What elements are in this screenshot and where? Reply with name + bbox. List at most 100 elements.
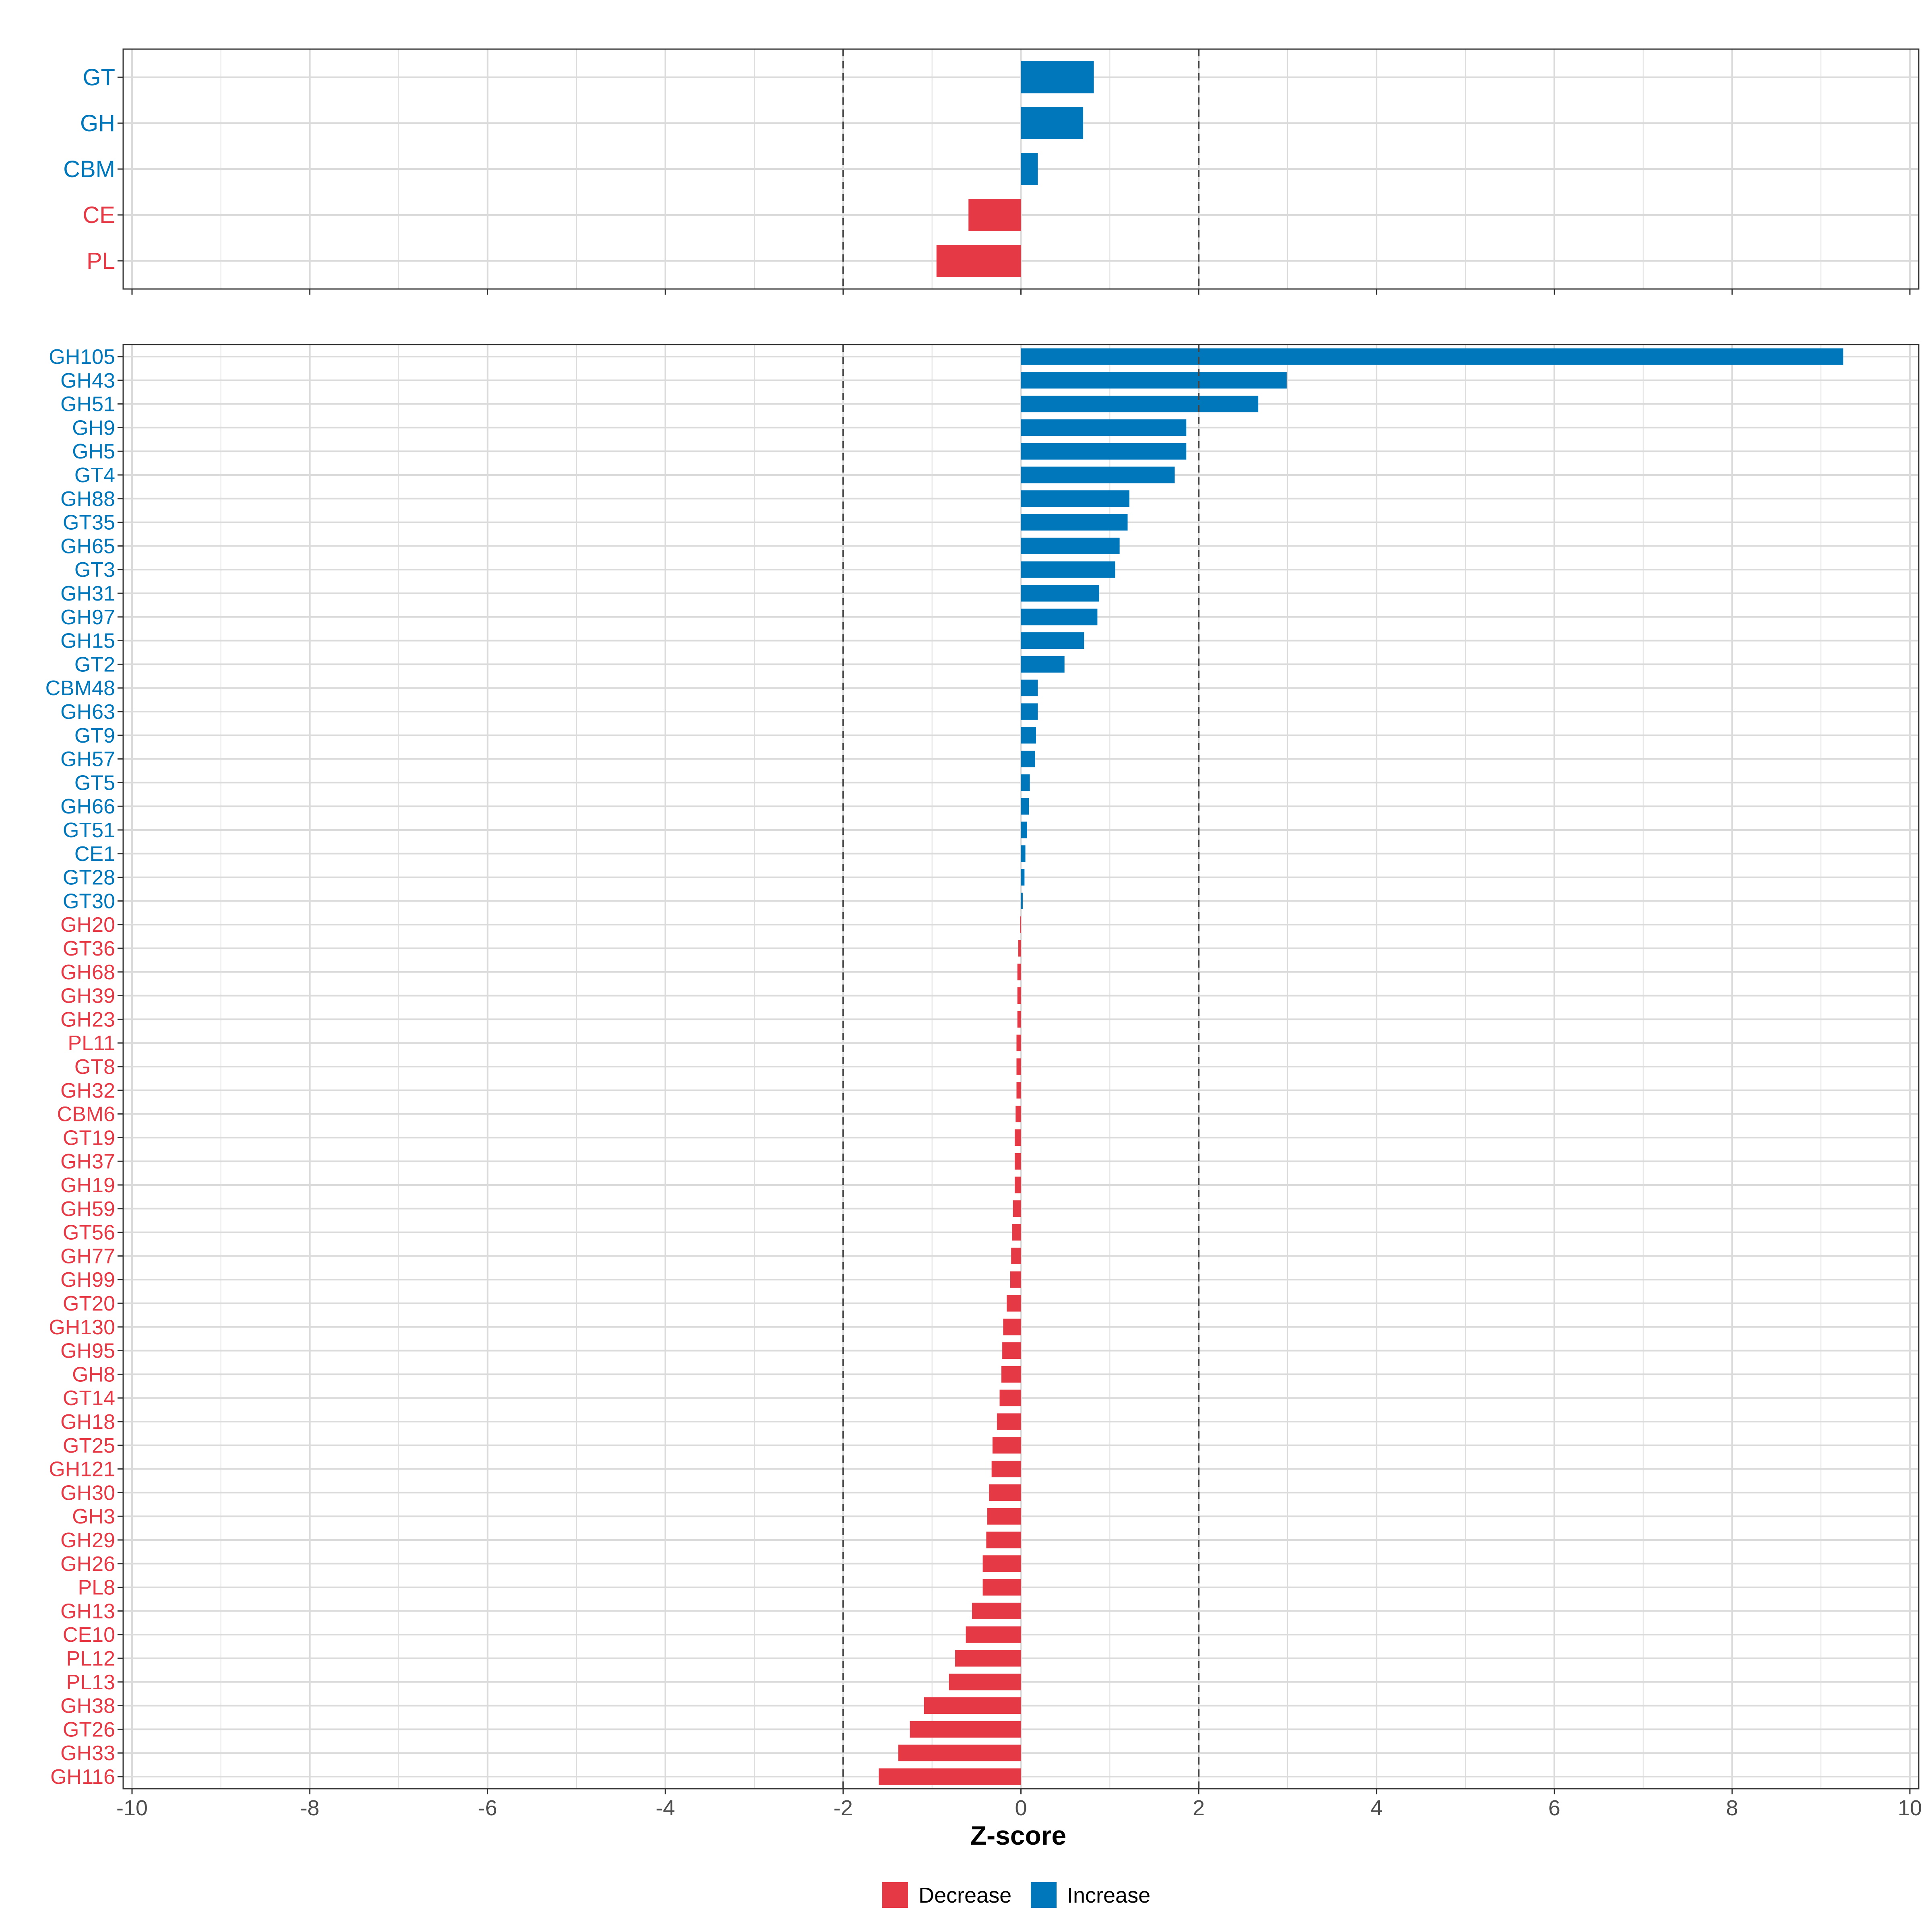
y-tick-label: GT8 <box>74 1055 115 1079</box>
bar-PL13 <box>949 1674 1021 1690</box>
y-tick-label: GH37 <box>60 1150 115 1173</box>
bar-GH59 <box>1013 1200 1021 1217</box>
y-tick-label: PL <box>87 248 115 274</box>
legend-swatch-increase <box>1031 1882 1057 1908</box>
y-tick-label: GH77 <box>60 1245 115 1268</box>
y-tick-label: GH121 <box>49 1458 115 1481</box>
y-tick-label: CBM6 <box>57 1103 115 1126</box>
bar-GT56 <box>1012 1224 1021 1241</box>
y-tick-label: CE1 <box>74 842 115 866</box>
x-tick-label: -2 <box>834 1796 853 1820</box>
y-tick-label: GT28 <box>63 866 115 890</box>
y-tick-label: GH <box>80 110 115 136</box>
bar-GH8 <box>1001 1366 1021 1383</box>
y-tick-label: GT <box>83 64 115 91</box>
bar-GH65 <box>1021 537 1120 554</box>
y-tick-label: GH116 <box>50 1765 115 1789</box>
legend-label-increase: Increase <box>1067 1883 1150 1907</box>
y-tick-label: CBM <box>63 156 115 182</box>
bar-CE10 <box>966 1626 1021 1643</box>
bar-GH23 <box>1017 1011 1021 1028</box>
bar-GT20 <box>1007 1295 1021 1312</box>
y-tick-label: GH88 <box>60 487 115 511</box>
y-tick-label: GH15 <box>60 630 115 653</box>
y-tick-label: GT2 <box>74 653 115 676</box>
y-tick-label: GH26 <box>60 1552 115 1576</box>
y-tick-label: GH8 <box>72 1363 115 1386</box>
bar-GT9 <box>1021 727 1036 744</box>
bar-GH116 <box>879 1768 1021 1785</box>
bar-GH15 <box>1021 632 1084 649</box>
bar-PL <box>936 245 1021 277</box>
y-tick-label: GT35 <box>63 511 115 535</box>
x-tick-label: -4 <box>656 1796 675 1820</box>
bar-GT3 <box>1021 561 1115 578</box>
y-tick-label: GT25 <box>63 1434 115 1457</box>
bar-GH51 <box>1021 396 1259 413</box>
legend-label-decrease: Decrease <box>919 1883 1011 1907</box>
bar-GT <box>1021 61 1094 93</box>
bar-GT14 <box>999 1389 1021 1406</box>
y-tick-label: GT5 <box>74 771 115 795</box>
x-axis-label: Z-score <box>970 1821 1066 1850</box>
bar-GH39 <box>1017 987 1021 1004</box>
y-tick-label: GH9 <box>72 416 115 440</box>
bar-GH121 <box>991 1461 1021 1478</box>
bar-GT5 <box>1021 774 1030 791</box>
bar-GH19 <box>1015 1177 1021 1193</box>
bar-PL11 <box>1016 1034 1021 1051</box>
x-axis: -10 -8 -6 -4 -2 0 2 4 6 8 10 <box>116 1789 1922 1820</box>
bar-GH63 <box>1021 703 1038 720</box>
bar-GT36 <box>1018 940 1021 957</box>
y-tick-label: GH99 <box>60 1268 115 1292</box>
y-tick-label: GT14 <box>63 1387 115 1410</box>
x-tick-label: 4 <box>1371 1796 1383 1820</box>
y-tick-label: GH68 <box>60 961 115 984</box>
bar-GH66 <box>1021 798 1029 815</box>
bar-GT35 <box>1021 514 1128 531</box>
bar-GH30 <box>989 1484 1021 1501</box>
top-panel: GT GH CBM CE PL <box>63 48 1920 295</box>
bar-GH99 <box>1010 1271 1021 1288</box>
bar-GH20 <box>1020 916 1021 933</box>
bar-CBM <box>1021 153 1038 185</box>
y-tick-label: GH38 <box>60 1695 115 1718</box>
bar-GT26 <box>910 1721 1021 1738</box>
bar-GT25 <box>992 1437 1021 1454</box>
bottom-panel: GH105GH43GH51GH9GH5GT4GH88GT35GH65GT3GH3… <box>45 344 1920 1790</box>
y-tick-label: GH18 <box>60 1410 115 1434</box>
bar-GT51 <box>1021 822 1027 838</box>
y-tick-label: GT19 <box>63 1126 115 1150</box>
bar-CE1 <box>1021 845 1026 862</box>
y-tick-label: GT36 <box>63 937 115 960</box>
bar-GH18 <box>997 1413 1021 1430</box>
bar-GH130 <box>1003 1319 1021 1335</box>
bar-GH38 <box>924 1697 1021 1714</box>
bar-GT28 <box>1021 869 1025 886</box>
y-tick-label: GT4 <box>74 464 115 487</box>
bar-CE <box>968 199 1021 231</box>
x-tick-label: 6 <box>1548 1796 1560 1820</box>
y-tick-label: GH19 <box>60 1174 115 1197</box>
bar-GH57 <box>1021 751 1035 768</box>
bar-PL8 <box>983 1579 1021 1596</box>
legend-swatch-decrease <box>882 1882 908 1908</box>
y-tick-label: GH30 <box>60 1481 115 1505</box>
bar-GH95 <box>1002 1342 1021 1359</box>
y-tick-label: GH23 <box>60 1008 115 1031</box>
y-tick-label: GH39 <box>60 985 115 1008</box>
bar-GH13 <box>972 1602 1021 1619</box>
bar-GT30 <box>1021 892 1023 909</box>
bar-GH33 <box>898 1744 1021 1761</box>
y-tick-label: GT51 <box>63 819 115 842</box>
y-tick-label: GH13 <box>60 1600 115 1623</box>
x-tick-label: 0 <box>1015 1796 1027 1820</box>
y-tick-label: GH51 <box>60 393 115 416</box>
bar-GT4 <box>1021 466 1175 483</box>
y-tick-label: GH43 <box>60 369 115 392</box>
y-tick-label: GT20 <box>63 1292 115 1315</box>
y-tick-label: PL11 <box>68 1032 115 1055</box>
y-tick-label: PL8 <box>78 1576 115 1600</box>
y-tick-label: GH5 <box>72 440 115 463</box>
y-tick-label: GH97 <box>60 606 115 629</box>
